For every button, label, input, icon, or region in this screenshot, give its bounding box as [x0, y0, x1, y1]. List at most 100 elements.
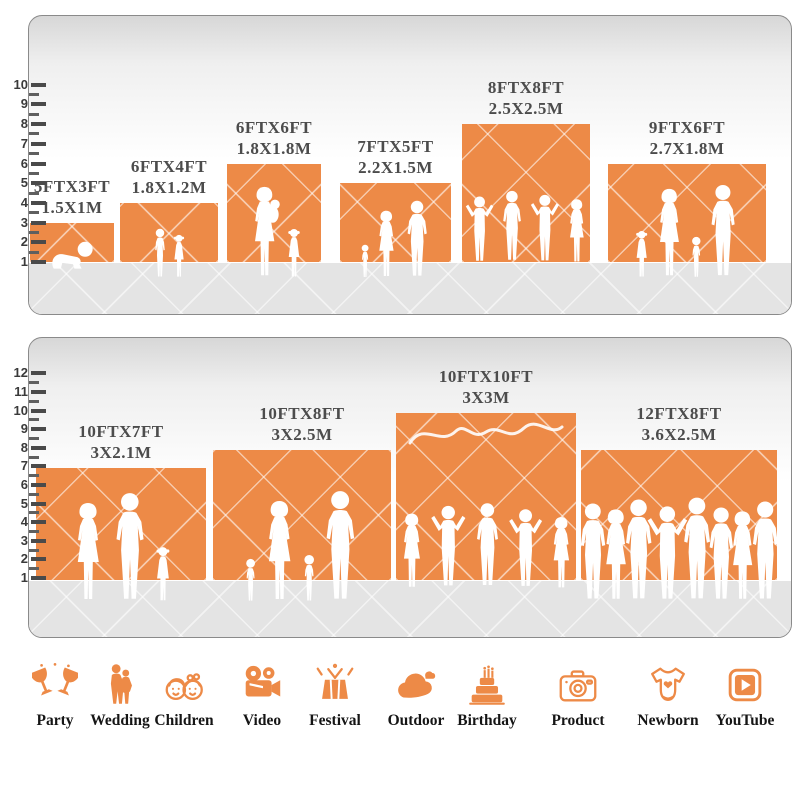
ruler-tick-minor: [29, 152, 39, 156]
ruler-tick-label: 4: [20, 194, 28, 210]
category-label: Party: [36, 712, 74, 729]
category-label: Festival: [309, 712, 361, 729]
backdrop-size-ft: 7FTX5FT: [357, 137, 434, 157]
person-silhouette-woman: [553, 517, 569, 588]
ruler-tick-major: [31, 408, 46, 413]
backdrop-size-m: 1.5X1M: [41, 197, 103, 217]
backdrop-size-ft: 12FTX8FT: [636, 403, 722, 423]
ruler-tick-minor: [29, 455, 39, 459]
category-item-youtube: YouTube: [703, 662, 787, 730]
category-label: Newborn: [637, 712, 699, 729]
ruler-tick-major: [31, 181, 46, 186]
category-item-birthday: Birthday: [445, 662, 529, 730]
ruler-tick-label: 10: [13, 402, 28, 418]
backdrop-bar: [608, 163, 766, 262]
category-item-wedding: Wedding: [78, 662, 162, 730]
ruler-tick-minor: [29, 381, 39, 385]
ruler-tick-label: 12: [13, 365, 28, 381]
people-silhouette-group: [580, 496, 778, 602]
ruler-tick-major: [31, 464, 46, 469]
backdrop-bar: [213, 449, 391, 580]
person-silhouette-man: [709, 507, 733, 599]
newborn-icon: [626, 662, 710, 708]
ruler-tick-minor: [29, 492, 39, 496]
person-silhouette-toddler: [361, 244, 369, 277]
person-silhouette-man-pose: [530, 194, 559, 261]
category-item-festival: Festival: [293, 662, 377, 730]
product-icon: [536, 662, 620, 708]
ruler-tick-label: 1: [20, 570, 28, 585]
backdrop-bar: [36, 468, 206, 580]
backdrop-bar: [120, 202, 218, 262]
ruler-tick-label: 11: [14, 384, 28, 399]
people-silhouette-group: [227, 186, 321, 278]
ruler-tick-major: [31, 82, 46, 87]
person-silhouette-woman: [379, 210, 394, 276]
ruler-tick-minor: [29, 399, 39, 403]
person-silhouette-woman: [569, 199, 584, 262]
backdrop-size-m: 2.7X1.8M: [649, 138, 725, 158]
ruler-tick-label: 1: [20, 254, 28, 269]
people-silhouette-group: [30, 240, 114, 270]
backdrop-size-label: 10FTX7FT 3X2.1M: [12, 421, 230, 463]
people-silhouette-group: [462, 174, 590, 278]
ruler-tick-major: [31, 501, 46, 506]
ruler-tick-minor: [29, 511, 39, 515]
ruler-tick-label: 7: [20, 458, 28, 474]
person-silhouette-girl: [173, 234, 185, 277]
backdrop-size-ft: 9FTX6FT: [648, 117, 726, 137]
person-silhouette-toddler: [691, 236, 701, 277]
ruler-tick-major: [31, 445, 46, 450]
ruler-tick-label: 9: [20, 96, 28, 112]
backdrop-size-label: 5FTX3FT 1.5X1M: [6, 176, 138, 218]
category-item-newborn: Newborn: [626, 662, 710, 730]
backdrop-size-label: 10FTX10FT 3X3M: [372, 366, 600, 408]
ruler-tick-major: [31, 427, 46, 432]
backdrop-size-label: 8FTX8FT 2.5X2.5M: [438, 77, 614, 119]
backdrop-size-ft: 10FTX7FT: [78, 422, 164, 442]
person-silhouette-woman: [660, 188, 680, 276]
person-silhouette-woman-baby: [254, 186, 280, 276]
ruler-tick-label: 6: [20, 477, 28, 492]
backdrop-size-m: 3X2.5M: [271, 424, 333, 444]
ruler-tick-minor: [29, 112, 39, 116]
backdrop-size-ft: 8FTX8FT: [487, 78, 565, 98]
person-silhouette-woman: [268, 501, 291, 599]
category-item-party: Party: [13, 662, 97, 730]
ruler-tick-label: 5: [20, 495, 28, 511]
ruler-tick-major: [31, 260, 46, 264]
wedding-icon: [78, 662, 162, 708]
category-label: Birthday: [457, 712, 517, 729]
category-label: Children: [154, 712, 214, 729]
ruler-tick-label: 4: [20, 514, 28, 530]
backdrop-size-ft: 6FTX6FT: [235, 117, 313, 137]
person-silhouette-man: [407, 200, 427, 276]
person-silhouette-man: [476, 503, 498, 586]
ruler-tick-major: [31, 141, 46, 146]
person-silhouette-man: [503, 190, 521, 260]
person-silhouette-man-pose: [431, 505, 466, 586]
ruler-tick-minor: [29, 418, 39, 422]
ruler-tick-major: [31, 520, 46, 525]
people-silhouette-group: [608, 184, 766, 278]
backdrop-size-label: 10FTX8FT 3X2.5M: [189, 403, 415, 445]
ruler-tick-label: 5: [20, 175, 28, 191]
ruler-tick-minor: [29, 437, 39, 440]
category-label: Outdoor: [387, 712, 445, 729]
backdrop-size-m: 3.6X2.5M: [641, 424, 717, 444]
ruler-tick-label: 8: [20, 439, 28, 455]
ruler-tick-major: [31, 538, 46, 543]
category-label: Wedding: [90, 712, 150, 729]
person-silhouette-man: [116, 493, 144, 599]
person-silhouette-woman: [78, 503, 100, 599]
floor-strip: [29, 581, 791, 637]
ruler-tick-label: 2: [20, 234, 28, 250]
ruler-tick-minor: [29, 191, 39, 195]
backdrop-size-m: 1.8X1.8M: [236, 138, 312, 158]
backdrop-size-ft: 10FTX10FT: [438, 366, 534, 386]
festival-icon: [293, 662, 377, 708]
person-silhouette-toddler: [303, 554, 314, 601]
ruler-tick-major: [31, 102, 46, 107]
video-icon: [220, 662, 304, 708]
